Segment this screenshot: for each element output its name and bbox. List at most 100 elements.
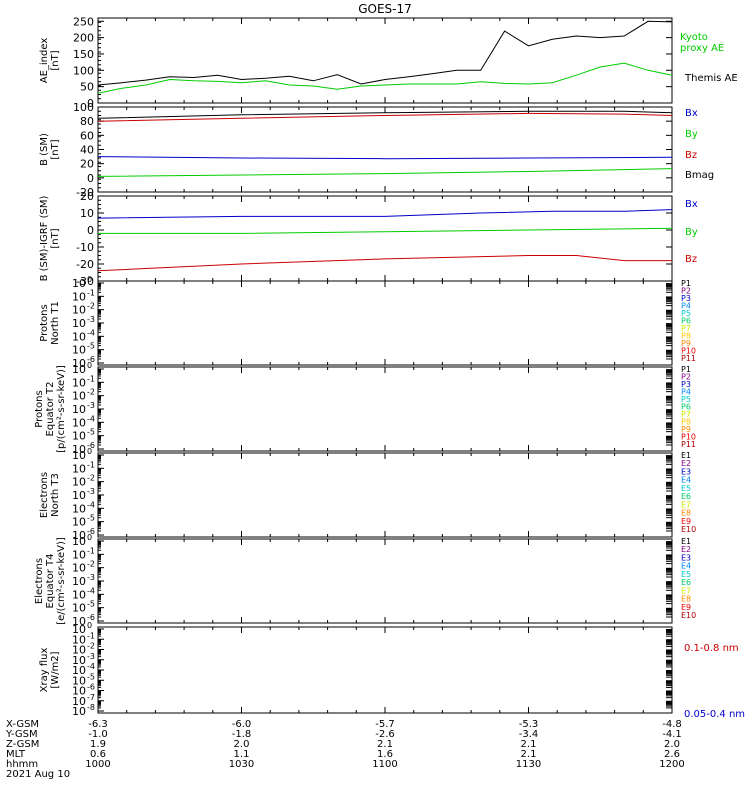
y-tick-base: 10	[72, 588, 86, 601]
legend-label: E6	[681, 578, 691, 587]
y-tick-label: -30	[76, 275, 94, 288]
series-line-bz	[97, 112, 673, 122]
y-tick-label: 100	[73, 64, 94, 77]
legend-label: P9	[681, 339, 691, 348]
y-tick-base: 10	[72, 695, 86, 708]
legend-label: E5	[681, 484, 691, 493]
legend-label: Bz	[685, 254, 697, 265]
y-axis-label: North T1	[50, 301, 61, 345]
y-tick-label: 20	[80, 158, 94, 171]
legend-label: E8	[681, 595, 691, 604]
y-tick-base: 10	[72, 602, 86, 615]
x-axis-value: 1130	[516, 759, 541, 770]
y-axis-label: Equator T2	[45, 382, 56, 437]
y-tick-base: 10	[72, 489, 86, 502]
x-axis-value: 1000	[85, 759, 110, 770]
y-tick-exponent: 0	[87, 275, 92, 284]
y-axis-label: Xray flux	[39, 648, 50, 693]
y-tick-exponent: -5	[87, 600, 95, 609]
panel-frame	[97, 17, 673, 104]
x-axis-value: 2.0	[234, 739, 250, 750]
panel-5: Protons Equator T2 [p/(cm²-s-sr-keV)] 10 010…	[34, 361, 696, 456]
y-axis-label: Electrons	[39, 472, 50, 518]
y-tick-exponent: -5	[87, 672, 95, 681]
legend-label: 0.1-0.8 nm	[684, 643, 739, 654]
y-tick-base: 10	[72, 290, 86, 303]
legend-label: E3	[681, 467, 691, 476]
legend-label: E7	[681, 500, 691, 509]
x-axis-value: -1.0	[88, 729, 108, 740]
y-tick-base: 10	[72, 430, 86, 443]
y-axis-label: [nT]	[50, 228, 61, 248]
legend-label: E2	[681, 545, 691, 554]
y-tick-exponent: -6	[87, 441, 95, 450]
panel-frame	[97, 195, 673, 282]
legend-label: P8	[681, 331, 691, 340]
y-axis-label: B (SM)-IGRF (SM)	[39, 196, 50, 282]
x-axis-value: 1200	[659, 759, 684, 770]
y-tick-exponent: -6	[87, 527, 95, 536]
x-axis-value: -5.7	[375, 719, 395, 730]
panel-frame	[97, 280, 673, 366]
y-tick-exponent: -3	[87, 573, 95, 582]
y-tick-exponent: -5	[87, 342, 95, 351]
y-tick-base: 10	[72, 357, 86, 370]
y-tick-exponent: -5	[87, 514, 95, 523]
y-tick-exponent: -6	[87, 613, 95, 622]
y-tick-label: 100	[73, 101, 94, 114]
y-tick-exponent: -4	[87, 586, 95, 595]
legend-label: E1	[681, 451, 691, 460]
x-axis-value: -5.3	[519, 719, 539, 730]
legend-label: P6	[681, 316, 691, 325]
y-axis-label: AE_index	[39, 38, 50, 84]
y-tick-exponent: -1	[87, 374, 95, 383]
y-tick-exponent: -3	[87, 401, 95, 410]
y-axis-label: North T3	[50, 473, 61, 517]
legend-label: P3	[681, 380, 691, 389]
y-axis-label: [nT]	[50, 50, 61, 70]
x-axis-row-label: X-GSM	[6, 719, 39, 730]
y-tick-exponent: -2	[87, 474, 95, 483]
y-tick-exponent: 0	[87, 533, 92, 542]
y-tick-exponent: -4	[87, 328, 95, 337]
y-tick-exponent: -8	[87, 703, 95, 712]
y-axis-label: Protons	[34, 390, 45, 427]
legend-label: P1	[681, 279, 691, 288]
y-tick-base: 10	[72, 462, 86, 475]
y-tick-label: 0	[87, 172, 94, 185]
legend-label: P5	[681, 309, 691, 318]
y-axis-label: [p/(cm²-s-sr-keV)]	[56, 365, 67, 453]
y-tick-base: 10	[72, 654, 86, 667]
y-tick-base: 10	[72, 516, 86, 529]
legend-label: P10	[681, 346, 696, 355]
x-axis-value: -3.4	[519, 729, 539, 740]
series-line-bx	[97, 209, 673, 219]
x-axis-value: 1.9	[90, 739, 106, 750]
x-axis-row-label: MLT	[6, 749, 26, 760]
y-tick-label: 60	[80, 129, 94, 142]
y-tick-label: 250	[73, 15, 94, 28]
legend-label: E4	[681, 562, 691, 571]
legend-label: P7	[681, 324, 691, 333]
y-tick-exponent: -4	[87, 414, 95, 423]
y-tick-base: 10	[72, 664, 86, 677]
panel-7: Electrons Equator T4 [e/(cm²-s-sr-keV)] 10 0…	[34, 533, 696, 628]
y-tick-label: 80	[80, 115, 94, 128]
y-tick-base: 10	[72, 344, 86, 357]
y-tick-base: 10	[72, 615, 86, 628]
y-tick-base: 10	[72, 363, 86, 376]
y-tick-base: 10	[72, 548, 86, 561]
y-tick-base: 10	[72, 502, 86, 515]
legend-label: E9	[681, 517, 691, 526]
legend-label: E2	[681, 459, 691, 468]
y-tick-exponent: -3	[87, 315, 95, 324]
legend-label: P1	[681, 365, 691, 374]
y-tick-label: 200	[73, 32, 94, 45]
y-tick-base: 10	[72, 633, 86, 646]
y-tick-base: 10	[72, 529, 86, 542]
legend-label: E1	[681, 537, 691, 546]
x-axis-row-label: Z-GSM	[6, 739, 39, 750]
